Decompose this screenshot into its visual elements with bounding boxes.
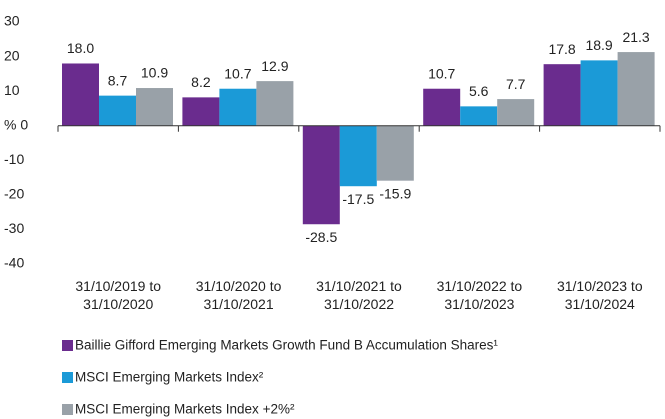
bar bbox=[423, 88, 461, 126]
bar bbox=[219, 88, 257, 126]
y-tick-label: -20 bbox=[4, 186, 24, 202]
bar bbox=[543, 64, 581, 126]
data-label: -17.5 bbox=[342, 191, 374, 207]
data-label: 18.9 bbox=[585, 37, 612, 53]
data-label: 18.0 bbox=[67, 40, 94, 56]
x-tick-line: 31/10/2023 bbox=[444, 296, 514, 312]
x-tick-line: 31/10/2020 bbox=[83, 296, 153, 312]
bar bbox=[580, 60, 618, 126]
data-label: 8.7 bbox=[108, 72, 128, 88]
y-tick-label: % 0 bbox=[4, 116, 28, 132]
data-label: 10.7 bbox=[428, 65, 455, 81]
bar bbox=[376, 125, 414, 181]
data-label: 8.2 bbox=[191, 74, 211, 90]
data-label: 7.7 bbox=[506, 76, 526, 92]
data-label: 10.9 bbox=[141, 65, 168, 81]
x-tick-line: 31/10/2019 to bbox=[75, 278, 161, 294]
x-tick-line: 31/10/2022 to bbox=[437, 278, 523, 294]
bar bbox=[617, 52, 655, 126]
data-label: 21.3 bbox=[622, 29, 649, 45]
legend-swatch bbox=[62, 372, 73, 383]
legend-swatch bbox=[62, 340, 73, 351]
x-tick-label: 31/10/2020 to 31/10/2021 bbox=[196, 278, 282, 312]
data-label: 17.8 bbox=[548, 41, 575, 57]
y-tick-label: 10 bbox=[4, 82, 20, 98]
bar bbox=[460, 106, 498, 126]
data-label: -15.9 bbox=[379, 185, 411, 201]
data-label: 5.6 bbox=[469, 83, 489, 99]
bar bbox=[339, 125, 377, 187]
x-tick-line: 31/10/2020 to bbox=[196, 278, 282, 294]
data-label: -28.5 bbox=[305, 229, 337, 245]
legend-text: Baillie Gifford Emerging Markets Growth … bbox=[75, 338, 498, 353]
bar bbox=[182, 97, 220, 126]
x-tick-line: 31/10/2023 to bbox=[557, 278, 643, 294]
legend-swatch bbox=[62, 404, 73, 415]
legend-text: MSCI Emerging Markets Index +2%² bbox=[75, 402, 295, 417]
bar bbox=[136, 88, 173, 126]
data-label: 10.7 bbox=[224, 65, 251, 81]
x-tick-label: 31/10/2023 to 31/10/2024 bbox=[557, 278, 643, 312]
bar bbox=[497, 99, 535, 126]
bar bbox=[302, 125, 340, 225]
y-tick-label: 20 bbox=[4, 47, 20, 63]
x-tick-line: 31/10/2021 bbox=[204, 296, 274, 312]
legend-text: MSCI Emerging Markets Index² bbox=[75, 370, 264, 385]
bar bbox=[62, 63, 99, 126]
x-tick-line: 31/10/2021 to bbox=[316, 278, 402, 294]
x-tick-label: 31/10/2022 to 31/10/2023 bbox=[437, 278, 523, 312]
x-tick-label: 31/10/2021 to 31/10/2022 bbox=[316, 278, 402, 312]
x-tick-line: 31/10/2024 bbox=[565, 296, 635, 312]
data-label: 12.9 bbox=[261, 58, 288, 74]
y-tick-label: -10 bbox=[4, 151, 24, 167]
bar bbox=[99, 95, 136, 126]
x-tick-label: 31/10/2019 to 31/10/2020 bbox=[75, 278, 161, 312]
bar bbox=[256, 81, 294, 126]
y-tick-label: 30 bbox=[4, 13, 20, 29]
y-tick-label: -30 bbox=[4, 220, 24, 236]
x-tick-line: 31/10/2022 bbox=[324, 296, 394, 312]
y-tick-label: -40 bbox=[4, 255, 24, 271]
